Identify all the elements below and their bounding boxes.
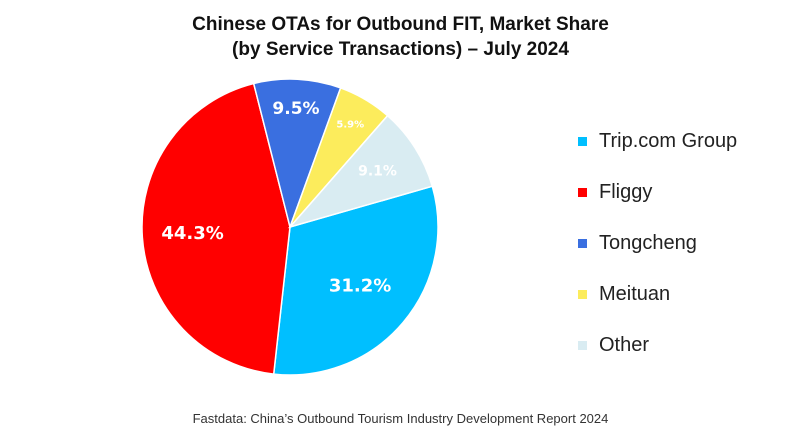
- legend-label-trip-com-group: Trip.com Group: [599, 130, 738, 152]
- pie-slice-label-other: 9.1%: [358, 164, 397, 180]
- pie-slice-tongcheng: [252, 78, 342, 230]
- chart-title-line-1: Chinese OTAs for Outbound FIT, Market Sh…: [192, 14, 609, 35]
- pie-slice-label-trip-com-group: 31.2%: [329, 276, 391, 297]
- pie-slice-label-meituan: 5.9%: [336, 120, 364, 131]
- pie-slice-label-tongcheng: 9.5%: [272, 99, 319, 119]
- pie-slice-trip-com-group: [272, 185, 439, 376]
- legend-item-tongcheng: Tongcheng: [578, 230, 737, 281]
- legend-swatch-other: [578, 341, 587, 350]
- legend-label-meituan: Meituan: [599, 283, 671, 305]
- source-note: Fastdata: China’s Outbound Tourism Indus…: [192, 411, 609, 426]
- legend-label-fliggy: Fliggy: [599, 181, 653, 203]
- legend-label-other: Other: [599, 334, 650, 356]
- legend-item-other: Other: [578, 332, 737, 383]
- pie-slice-other: [287, 114, 434, 229]
- legend-swatch-tongcheng: [578, 239, 587, 248]
- legend-swatch-fliggy: [578, 188, 587, 197]
- chart-title: Chinese OTAs for Outbound FIT, Market Sh…: [0, 12, 801, 62]
- pie-chart: 31.2% 44.3% 9.5% 5.9% 9.1%: [141, 78, 439, 376]
- pie-slice-label-fliggy: 44.3%: [161, 223, 223, 244]
- pie-slice-fliggy: [141, 82, 291, 375]
- legend-item-meituan: Meituan: [578, 281, 737, 332]
- legend-item-trip-com-group: Trip.com Group: [578, 128, 737, 179]
- legend-swatch-trip-com-group: [578, 137, 587, 146]
- chart-title-line-2: (by Service Transactions) – July 2024: [232, 39, 569, 60]
- legend: Trip.com Group Fliggy Tongcheng Meituan …: [578, 128, 737, 383]
- legend-item-fliggy: Fliggy: [578, 179, 737, 230]
- legend-swatch-meituan: [578, 290, 587, 299]
- legend-label-tongcheng: Tongcheng: [599, 232, 697, 254]
